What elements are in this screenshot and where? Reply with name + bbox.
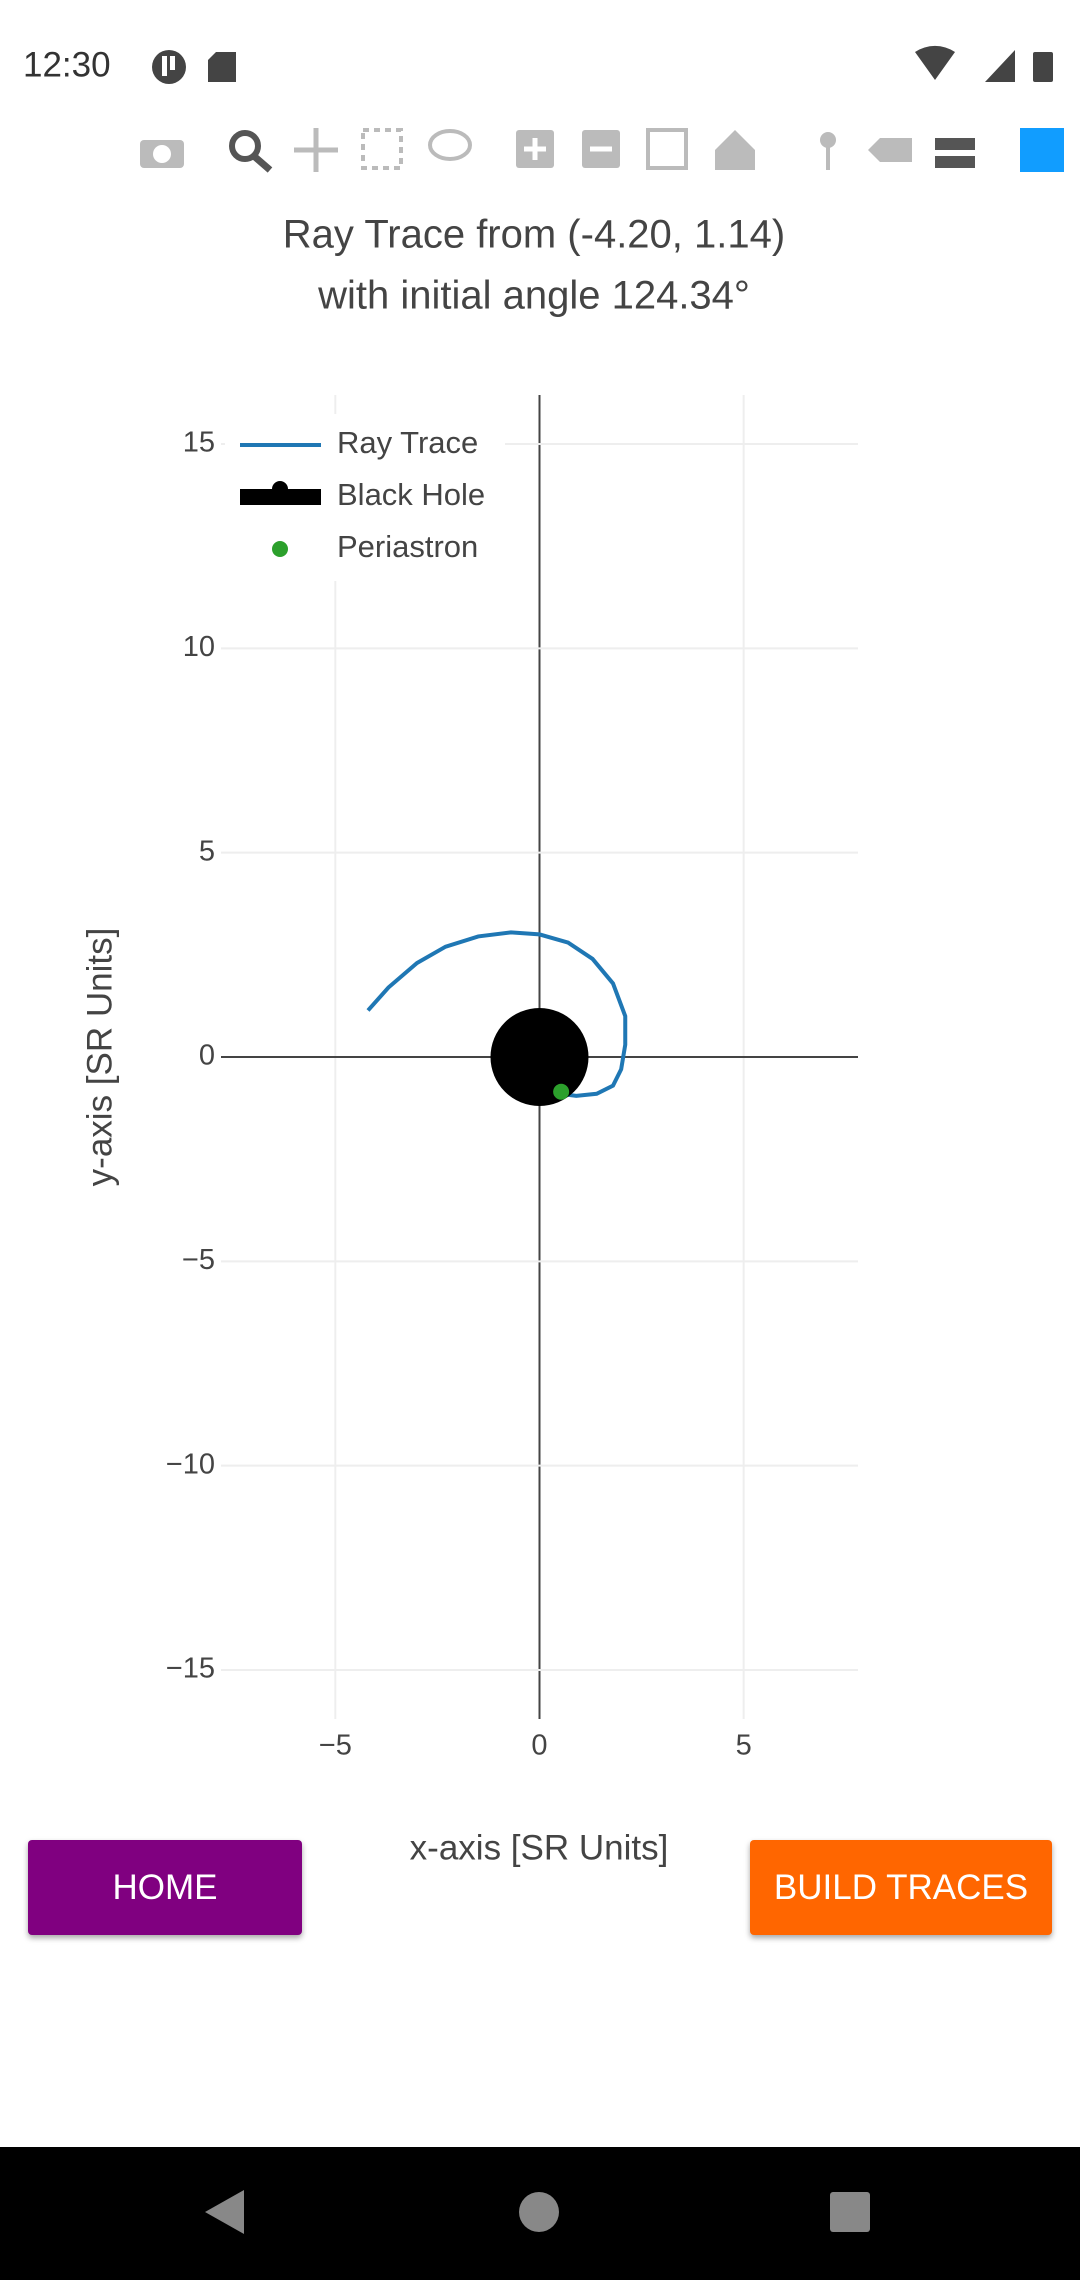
build-traces-button[interactable]: BUILD TRACES (750, 1840, 1052, 1935)
y-tick-label: 15 (183, 427, 215, 459)
nav-recents[interactable] (830, 2192, 870, 2232)
legend-swatch (272, 481, 288, 497)
y-tick-label: 10 (183, 631, 215, 663)
legend-label: Ray Trace (337, 425, 478, 460)
plot: Ray Trace from (-4.20, 1.14) with initial… (80, 213, 858, 1867)
nav-back[interactable] (205, 2190, 244, 2234)
legend-swatch (240, 489, 321, 505)
legend-label: Black Hole (337, 477, 485, 512)
x-tick-label: −5 (319, 1730, 352, 1762)
status-time: 12:30 (23, 45, 111, 84)
chart-title: Ray Trace from (-4.20, 1.14) (283, 213, 785, 257)
ray-trace-line (366, 930, 628, 1098)
home-button[interactable]: HOME (28, 1840, 302, 1935)
plot-toolbar[interactable] (140, 128, 1064, 173)
nav-home[interactable] (519, 2192, 559, 2232)
y-tick-label: −10 (166, 1448, 215, 1480)
chart-title: with initial angle 124.34° (317, 274, 750, 318)
legend: Ray Trace Black Hole Periastron (225, 414, 505, 581)
y-tick-label: −15 (166, 1653, 215, 1685)
x-tick-label: 0 (531, 1730, 547, 1762)
legend-swatch (272, 541, 288, 557)
x-tick-label: 5 (736, 1730, 752, 1762)
legend-label: Periastron (337, 529, 478, 564)
y-tick-label: 0 (199, 1040, 215, 1072)
y-tick-label: −5 (182, 1244, 215, 1276)
black-hole (490, 1008, 589, 1106)
y-tick-label: 5 (199, 835, 215, 867)
periastron-marker (553, 1083, 570, 1100)
y-axis-label: y-axis [SR Units] (80, 928, 119, 1187)
x-axis-label: x-axis [SR Units] (410, 1828, 669, 1867)
status-icons (152, 45, 1053, 84)
